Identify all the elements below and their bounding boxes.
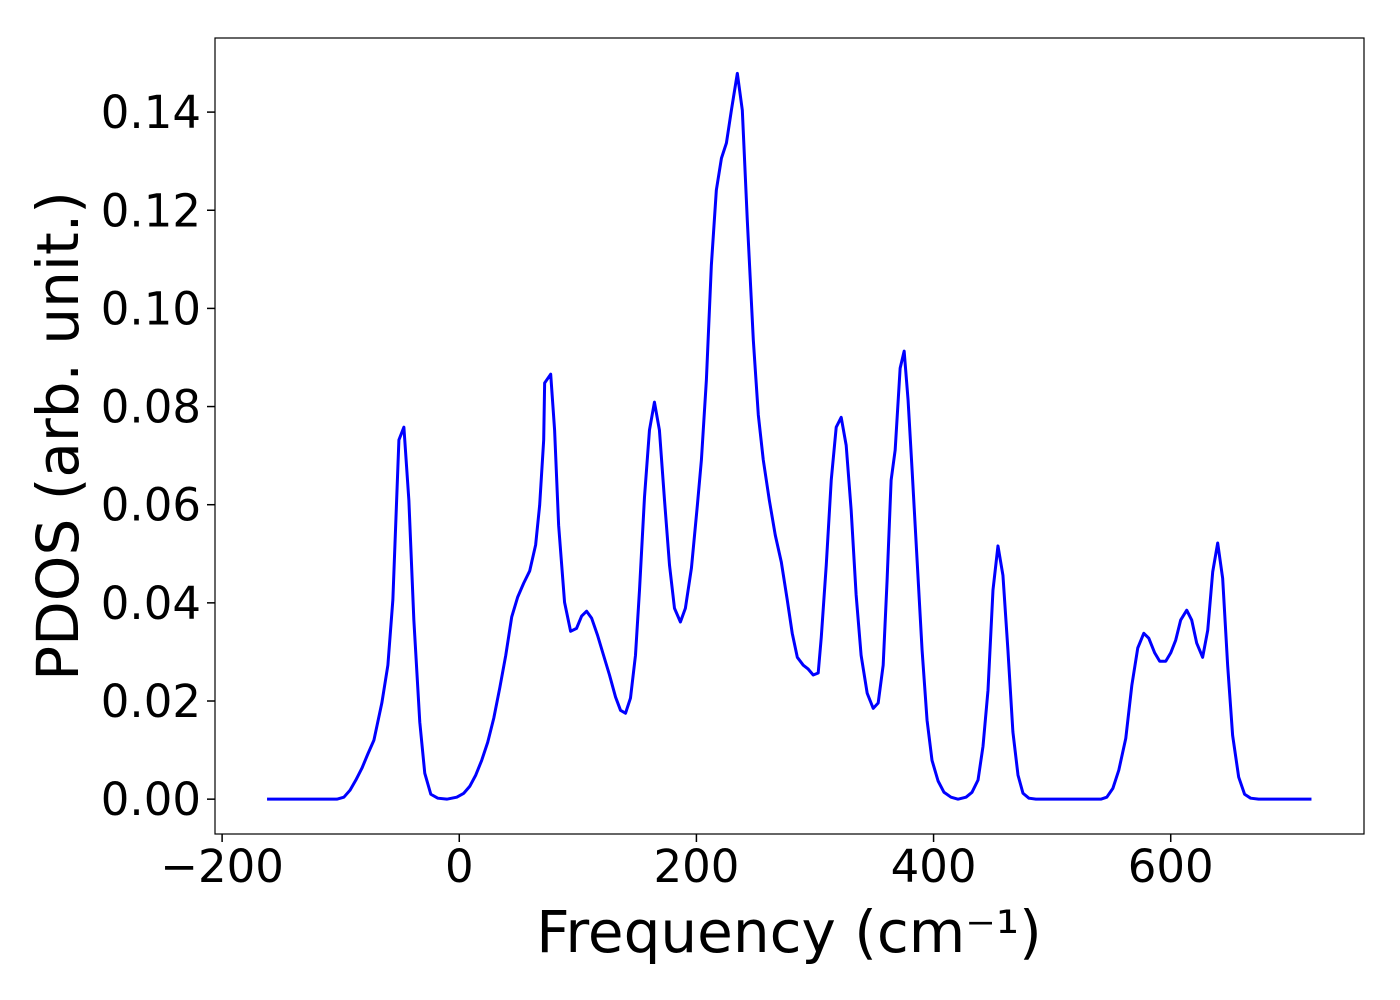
x-tick-label: 400 <box>891 840 977 893</box>
plot-frame <box>214 37 1365 835</box>
x-axis-label: Frequency (cm⁻¹) <box>536 898 1042 966</box>
y-tick-label: 0.00 <box>101 773 201 826</box>
y-tick-label: 0.02 <box>101 675 201 728</box>
y-tick-label: 0.12 <box>101 184 201 237</box>
x-tick-label: −200 <box>160 840 284 893</box>
x-tick-label: 600 <box>1128 840 1214 893</box>
x-tick-label: 200 <box>653 840 739 893</box>
y-tick-label: 0.04 <box>101 577 201 630</box>
y-tick-label: 0.14 <box>101 86 201 139</box>
y-tick-label: 0.06 <box>101 479 201 532</box>
y-tick-label: 0.08 <box>101 381 201 434</box>
pdos-line <box>267 71 1312 801</box>
y-tick-label: 0.10 <box>101 282 201 335</box>
x-tick-label: 0 <box>445 840 474 893</box>
y-axis-label: PDOS (arb. unit.) <box>24 191 92 681</box>
